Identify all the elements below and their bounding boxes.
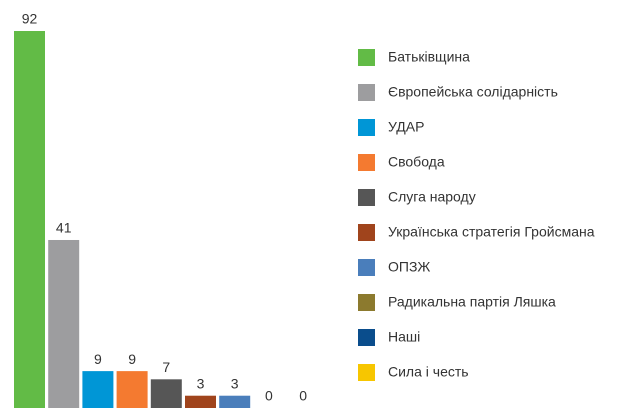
value-label: 3 — [231, 375, 239, 391]
legend-swatch — [358, 259, 375, 276]
legend-swatch — [358, 119, 375, 136]
bar — [116, 371, 148, 408]
legend-label: Європейська солідарність — [388, 84, 558, 100]
value-label: 41 — [56, 220, 72, 236]
value-label: 0 — [299, 388, 307, 404]
legend-label: Сила і честь — [388, 364, 469, 380]
value-label: 92 — [22, 11, 38, 27]
legend-swatch — [358, 84, 375, 101]
bar — [185, 395, 216, 408]
bar — [82, 371, 114, 408]
bar — [150, 379, 182, 408]
value-label: 0 — [265, 388, 273, 404]
legend-label: Наші — [388, 329, 420, 345]
legend-swatch — [358, 49, 375, 66]
value-label: 9 — [128, 351, 136, 367]
legend-label: Слуга народу — [388, 189, 476, 205]
legend-swatch — [358, 329, 375, 346]
legend-label: УДАР — [388, 119, 424, 135]
legend-label: Батьківщина — [388, 49, 470, 65]
legend-label: Українська стратегія Гройсмана — [388, 224, 595, 240]
value-label: 9 — [94, 351, 102, 367]
legend-swatch — [358, 294, 375, 311]
legend-label: ОПЗЖ — [388, 259, 430, 275]
legend-label: Свобода — [388, 154, 445, 170]
value-label: 3 — [197, 375, 205, 391]
bar — [14, 31, 45, 408]
legend-swatch — [358, 189, 375, 206]
value-label: 7 — [162, 359, 170, 375]
bar — [219, 395, 251, 408]
legend-swatch — [358, 224, 375, 241]
legend-label: Радикальна партія Ляшка — [388, 294, 556, 310]
legend-swatch — [358, 154, 375, 171]
bar — [48, 239, 80, 408]
legend-swatch — [358, 364, 375, 381]
